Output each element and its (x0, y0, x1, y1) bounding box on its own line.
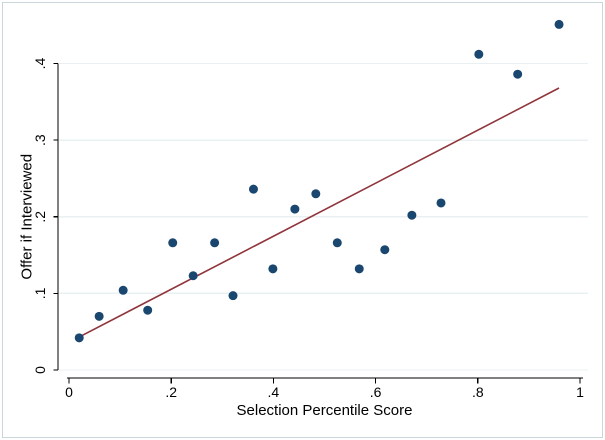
fit-line-layer (75, 87, 560, 340)
scatter-point (143, 305, 153, 315)
scatter-point (332, 238, 342, 248)
x-tick-label: .6 (370, 384, 382, 400)
scatter-point (290, 204, 300, 214)
y-axis-title: Offer if Interviewed (19, 154, 36, 280)
fit-line (75, 87, 560, 340)
scatter-point (94, 311, 104, 321)
x-tick-label: .2 (165, 384, 177, 400)
x-tick-label: 1 (576, 384, 584, 400)
scatter-point (436, 198, 446, 208)
gridlines-layer (59, 62, 588, 371)
scatter-point (474, 49, 484, 59)
scatter-point (407, 210, 417, 220)
y-tick-label: .3 (32, 134, 48, 146)
y-tick-label: .2 (32, 211, 48, 223)
scatter-point (118, 285, 128, 295)
x-tick-label: 0 (65, 384, 73, 400)
x-tick-label: .4 (268, 384, 280, 400)
titles-layer: Selection Percentile Score Offer if Inter… (19, 154, 413, 419)
x-tick-label: .8 (472, 384, 484, 400)
scatter-point (354, 264, 364, 274)
x-axis-title: Selection Percentile Score (237, 402, 413, 419)
axes-layer: 0 .1 .2 .3 .4 0 .2 .4 .6 .8 1 (32, 57, 584, 400)
scatter-point (210, 238, 220, 248)
scatter-point (228, 291, 238, 301)
scatter-point (513, 69, 523, 79)
scatter-point (168, 238, 178, 248)
scatter-point (74, 333, 84, 343)
scatter-point (311, 189, 321, 199)
scatter-point (188, 271, 198, 281)
scatter-layer (74, 19, 564, 343)
scatter-point (268, 264, 278, 274)
y-tick-label: .1 (32, 287, 48, 299)
scatter-point (248, 184, 258, 194)
scatter-point (554, 19, 564, 29)
scatter-point (380, 245, 390, 255)
y-tick-label: .4 (32, 57, 48, 69)
y-tick-label: 0 (32, 366, 48, 374)
